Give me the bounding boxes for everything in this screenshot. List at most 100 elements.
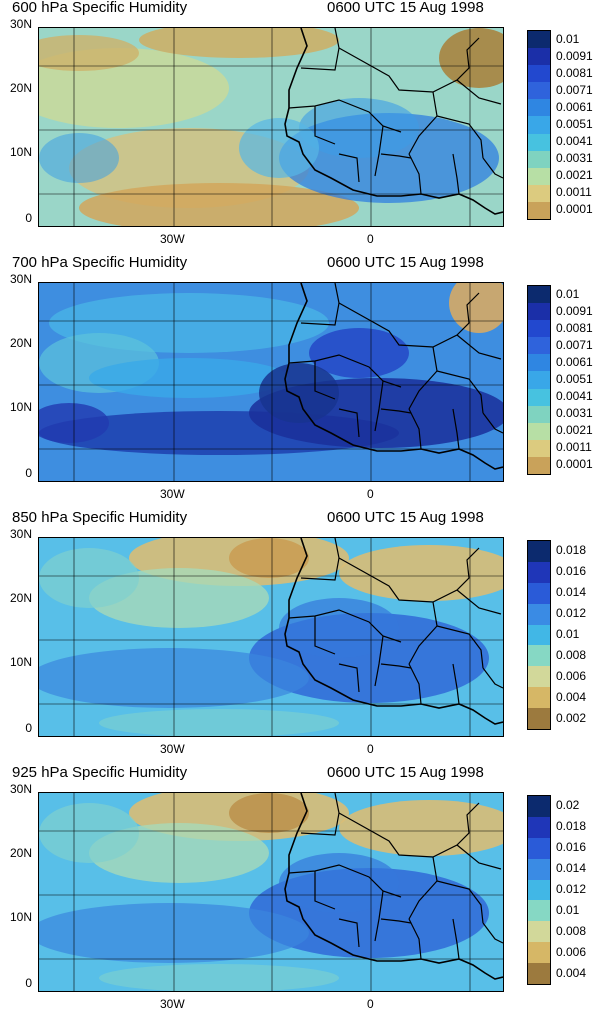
colorbar-label: 0.006 xyxy=(556,668,587,683)
colorbar-swatch xyxy=(528,687,550,709)
colorbar-label: 0.0091 xyxy=(556,48,593,63)
colorbar-swatch xyxy=(528,354,550,372)
map-panel: 600 hPa Specific Humidity 0600 UTC 15 Aug… xyxy=(0,0,600,255)
latitude-label: 10N xyxy=(9,400,32,414)
colorbar-swatch xyxy=(528,900,550,922)
colorbar xyxy=(527,30,551,220)
colorbar-label: 0.0051 xyxy=(556,117,593,131)
latitude-label: 0 xyxy=(25,976,32,990)
colorbar-swatch xyxy=(528,150,550,169)
colorbar xyxy=(527,795,551,985)
colorbar-swatch xyxy=(528,666,550,688)
latitude-label: 10N xyxy=(9,910,32,924)
panel-timestamp: 0600 UTC 15 Aug 1998 xyxy=(327,509,484,526)
humidity-field xyxy=(39,538,503,736)
colorbar-label: 0.0021 xyxy=(556,423,593,438)
colorbar-swatch xyxy=(528,879,550,901)
colorbar-swatch xyxy=(528,48,550,66)
colorbar-label: 0.0021 xyxy=(556,168,593,183)
latitude-label: 20N xyxy=(9,81,32,95)
latitude-label: 30N xyxy=(9,527,32,541)
colorbar-label: 0.0051 xyxy=(556,372,593,386)
colorbar-swatch xyxy=(528,422,550,441)
colorbar-swatch xyxy=(528,99,550,117)
longitude-label: 30W xyxy=(160,232,185,246)
colorbar-label: 0.0071 xyxy=(556,82,593,97)
longitude-label: 30W xyxy=(160,487,185,501)
longitude-label: 30W xyxy=(160,997,185,1011)
colorbar-swatch xyxy=(528,921,550,943)
colorbar-label: 0.016 xyxy=(556,564,587,579)
colorbar-label: 0.0041 xyxy=(556,134,593,149)
latitude-label: 20N xyxy=(9,591,32,605)
colorbar-swatch xyxy=(528,541,550,563)
colorbar-swatch xyxy=(528,82,550,100)
colorbar-swatch xyxy=(528,133,550,152)
longitude-label: 30W xyxy=(160,742,185,756)
colorbar-swatch xyxy=(528,796,550,818)
colorbar-label: 0.0011 xyxy=(556,440,592,455)
colorbar-label: 0.012 xyxy=(556,882,587,896)
colorbar-label: 0.01 xyxy=(556,31,580,46)
colorbar-label: 0.014 xyxy=(556,585,587,600)
latitude-label: 20N xyxy=(9,336,32,350)
colorbar-label: 0.0001 xyxy=(556,202,593,217)
colorbar-swatch xyxy=(528,561,550,584)
latitude-label: 0 xyxy=(25,211,32,225)
colorbar-label: 0.02 xyxy=(556,798,580,813)
latitude-label: 30N xyxy=(9,17,32,31)
latitude-label: 10N xyxy=(9,655,32,669)
panel-timestamp: 0600 UTC 15 Aug 1998 xyxy=(327,764,484,781)
latitude-label: 30N xyxy=(9,272,32,286)
colorbar-label: 0.0091 xyxy=(556,303,593,318)
colorbar-label: 0.0001 xyxy=(556,457,593,472)
map-panel: 700 hPa Specific Humidity 0600 UTC 15 Aug… xyxy=(0,254,600,510)
colorbar xyxy=(527,285,551,475)
longitude-label: 0 xyxy=(367,997,374,1011)
panel-title: 925 hPa Specific Humidity xyxy=(12,764,188,781)
humidity-field xyxy=(39,793,503,991)
panel-title: 700 hPa Specific Humidity xyxy=(12,254,188,271)
panel-title: 600 hPa Specific Humidity xyxy=(12,0,188,16)
humidity-map xyxy=(38,282,504,482)
colorbar-swatch xyxy=(528,963,550,985)
colorbar-swatch xyxy=(528,645,550,667)
colorbar-label: 0.004 xyxy=(556,965,587,980)
colorbar-swatch xyxy=(528,167,550,186)
longitude-label: 0 xyxy=(367,487,374,501)
humidity-field xyxy=(39,283,503,481)
colorbar-label: 0.012 xyxy=(556,606,587,621)
colorbar-swatch xyxy=(528,184,550,203)
latitude-label: 20N xyxy=(9,846,32,860)
humidity-map xyxy=(38,537,504,737)
colorbar-swatch xyxy=(528,405,550,424)
colorbar-swatch xyxy=(528,337,550,355)
colorbar-label: 0.01 xyxy=(556,286,580,301)
colorbar-swatch xyxy=(528,388,550,407)
colorbar-label: 0.01 xyxy=(556,627,580,641)
colorbar-swatch xyxy=(528,624,550,646)
colorbar-swatch xyxy=(528,31,550,49)
colorbar-swatch xyxy=(528,708,550,730)
colorbar-label: 0.01 xyxy=(556,902,580,917)
humidity-field xyxy=(39,28,503,226)
colorbar-label: 0.0081 xyxy=(556,65,593,80)
colorbar-label: 0.008 xyxy=(556,923,587,938)
latitude-label: 30N xyxy=(9,782,32,796)
colorbar-swatch xyxy=(528,942,550,964)
longitude-label: 0 xyxy=(367,742,374,756)
humidity-map xyxy=(38,792,504,992)
colorbar-swatch xyxy=(528,837,550,860)
latitude-label: 0 xyxy=(25,721,32,735)
colorbar-label: 0.006 xyxy=(556,944,587,959)
colorbar-swatch xyxy=(528,371,550,390)
colorbar-swatch xyxy=(528,858,550,881)
colorbar-label: 0.0061 xyxy=(556,99,593,114)
colorbar-label: 0.018 xyxy=(556,819,587,834)
colorbar xyxy=(527,540,551,730)
colorbar-swatch xyxy=(528,603,550,626)
colorbar-label: 0.002 xyxy=(556,710,587,725)
colorbar-swatch xyxy=(528,816,550,839)
colorbar-label: 0.018 xyxy=(556,543,587,558)
colorbar-label: 0.016 xyxy=(556,840,587,855)
